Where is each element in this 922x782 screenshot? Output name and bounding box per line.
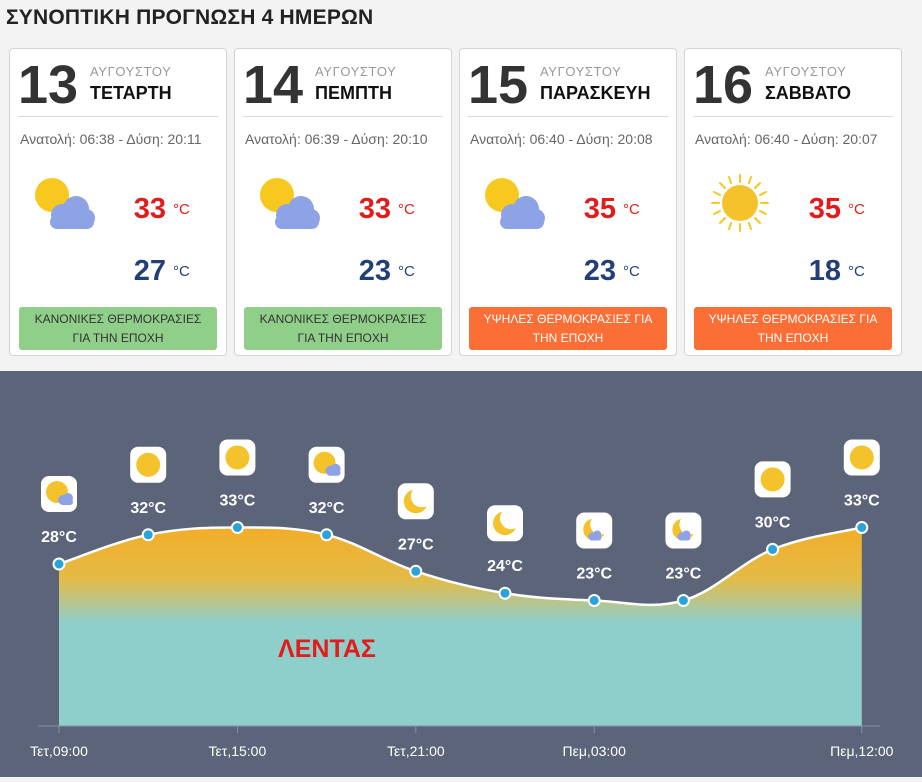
data-point[interactable]	[230, 521, 244, 534]
data-point[interactable]	[587, 594, 601, 607]
sunrise-sunset: Ανατολή: 06:40 - Δύση: 20:07	[695, 131, 878, 147]
min-temp: 27	[133, 255, 166, 287]
data-point[interactable]	[409, 564, 423, 578]
temperature-label: 33°C	[844, 493, 880, 510]
temperature-status-badge: ΚΑΝΟΝΙΚΕΣ ΘΕΡΜΟΚΡΑΣΙΕΣ ΓΙΑ ΤΗΝ ΕΠΟΧΗ	[244, 307, 442, 350]
forecast-card-day-4: 16 ΑΥΓΟΥΣΤΟΥ ΣΑΒΒΑΤΟ Ανατολή: 06:40 - Δύ…	[684, 48, 902, 356]
x-tick-label: Τετ,15:00	[209, 743, 267, 759]
temperature-label: 32°C	[130, 500, 166, 517]
max-temp-unit: °C	[848, 201, 865, 218]
forecast-card-day-3: 15 ΑΥΓΟΥΣΤΟΥ ΠΑΡΑΣΚΕΥΗ Ανατολή: 06:40 - …	[459, 48, 677, 356]
month-label: ΑΥΓΟΥΣΤΟΥ	[540, 64, 622, 79]
temperature-label: 24°C	[487, 558, 523, 575]
temperature-status-badge: ΥΨΗΛΕΣ ΘΕΡΜΟΚΡΑΣΙΕΣ ΓΙΑ ΤΗΝ ΕΠΟΧΗ	[469, 307, 667, 350]
data-point[interactable]	[676, 594, 690, 607]
data-point[interactable]	[141, 528, 155, 542]
weekday-label: ΠΑΡΑΣΚΕΥΗ	[540, 83, 651, 103]
min-temp-unit: °C	[623, 263, 640, 280]
x-tick-label: Πεμ,03:00	[563, 743, 627, 759]
temperature-status-badge: ΚΑΝΟΝΙΚΕΣ ΘΕΡΜΟΚΡΑΣΙΕΣ ΓΙΑ ΤΗΝ ΕΠΟΧΗ	[19, 307, 217, 350]
chart-svg: Τετ,09:00 Τετ,15:00 Τετ,21:00 Πεμ,03:00 Πεμ,…	[30, 439, 894, 759]
temperature-area	[59, 527, 862, 726]
forecast-cards: 13 ΑΥΓΟΥΣΤΟΥ ΤΕΤΑΡΤΗ Ανατολή: 06:38 - Δύ…	[9, 48, 911, 358]
x-tick-label: Τετ,21:00	[387, 743, 445, 759]
min-temp: 23	[358, 255, 391, 287]
max-temp: 33	[133, 193, 166, 225]
data-point[interactable]	[52, 557, 66, 571]
sunrise-sunset: Ανατολή: 06:40 - Δύση: 20:08	[470, 131, 653, 147]
divider	[18, 116, 218, 117]
partly-cloudy-night-icon	[665, 512, 702, 549]
min-temp-unit: °C	[848, 263, 865, 280]
max-temp: 35	[808, 193, 841, 225]
weekday-label: ΠΕΜΠΤΗ	[315, 83, 392, 103]
max-temp-unit: °C	[623, 201, 640, 218]
max-temp-unit: °C	[398, 201, 415, 218]
divider	[468, 116, 668, 117]
temperature-label: 32°C	[309, 500, 345, 517]
partly-cloudy-icon	[480, 173, 550, 233]
divider	[243, 116, 443, 117]
partly-cloudy-day-icon	[308, 446, 345, 483]
month-label: ΑΥΓΟΥΣΤΟΥ	[315, 64, 397, 79]
data-point[interactable]	[320, 528, 334, 542]
divider	[693, 116, 893, 117]
day-number: 15	[468, 55, 529, 115]
page-title: ΣΥΝΟΠΤΙΚΗ ΠΡΟΓΝΩΣΗ 4 ΗΜΕΡΩΝ	[6, 6, 374, 29]
data-point[interactable]	[855, 521, 869, 534]
data-point[interactable]	[766, 542, 780, 556]
partly-cloudy-night-icon	[576, 512, 613, 549]
sun-icon	[130, 446, 167, 483]
min-temp-unit: °C	[398, 263, 415, 280]
temperature-label: 33°C	[220, 493, 256, 510]
min-temp-unit: °C	[173, 263, 190, 280]
temperature-label: 30°C	[755, 514, 791, 531]
data-point[interactable]	[498, 586, 512, 600]
temperature-label: 23°C	[666, 566, 702, 583]
month-label: ΑΥΓΟΥΣΤΟΥ	[90, 64, 172, 79]
forecast-card-day-2: 14 ΑΥΓΟΥΣΤΟΥ ΠΕΜΠΤΗ Ανατολή: 06:39 - Δύσ…	[234, 48, 452, 356]
min-temp: 23	[583, 255, 616, 287]
partly-cloudy-icon	[30, 173, 100, 233]
weekday-label: ΤΕΤΑΡΤΗ	[90, 83, 172, 103]
max-temp: 35	[583, 193, 616, 225]
day-number: 14	[243, 55, 304, 115]
x-tick-label: Τετ,09:00	[30, 743, 88, 759]
day-number: 13	[18, 55, 79, 115]
moon-icon	[487, 505, 523, 542]
max-temp: 33	[358, 193, 391, 225]
location-label: ΛΕΝΤΑΣ	[278, 635, 376, 663]
month-label: ΑΥΓΟΥΣΤΟΥ	[765, 64, 847, 79]
forecast-card-day-1: 13 ΑΥΓΟΥΣΤΟΥ ΤΕΤΑΡΤΗ Ανατολή: 06:38 - Δύ…	[9, 48, 227, 356]
sunrise-sunset: Ανατολή: 06:39 - Δύση: 20:10	[245, 131, 428, 147]
temperature-line	[58, 526, 863, 607]
weekday-label: ΣΑΒΒΑΤΟ	[765, 83, 851, 103]
temperature-status-badge: ΥΨΗΛΕΣ ΘΕΡΜΟΚΡΑΣΙΕΣ ΓΙΑ ΤΗΝ ΕΠΟΧΗ	[694, 307, 892, 350]
sunrise-sunset: Ανατολή: 06:38 - Δύση: 20:11	[20, 131, 202, 147]
temperature-label: 28°C	[41, 529, 77, 546]
sun-icon	[705, 173, 775, 233]
sun-icon	[754, 461, 791, 498]
min-temp: 18	[808, 255, 841, 287]
moon-icon	[397, 483, 434, 520]
hourly-temperature-chart: Τετ,09:00 Τετ,15:00 Τετ,21:00 Πεμ,03:00 Πεμ,…	[0, 371, 922, 777]
partly-cloudy-icon	[255, 173, 325, 233]
temperature-label: 27°C	[398, 536, 434, 553]
sun-icon	[843, 439, 880, 476]
x-tick-label: Πεμ,12:00	[830, 743, 894, 759]
sun-icon	[219, 439, 256, 476]
partly-cloudy-day-icon	[41, 476, 77, 512]
day-number: 16	[693, 55, 754, 115]
max-temp-unit: °C	[173, 201, 190, 218]
temperature-label: 23°C	[576, 566, 612, 583]
